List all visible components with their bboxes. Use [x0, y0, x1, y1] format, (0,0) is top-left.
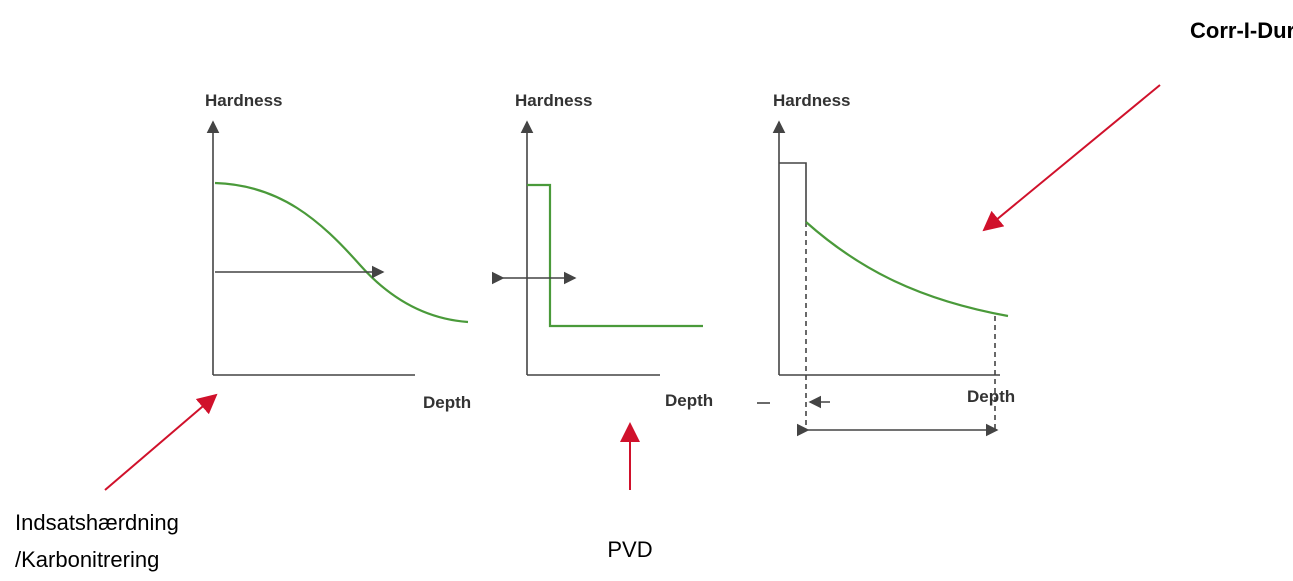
title: Corr-I-Dur — [1190, 18, 1293, 43]
label-pvd: PVD — [607, 537, 652, 562]
arrow — [104, 393, 218, 491]
label-case: Indsatshærdning — [15, 510, 179, 535]
arrow — [982, 84, 1161, 232]
x-label: Depth — [665, 391, 713, 410]
x-label: Depth — [967, 387, 1015, 406]
panel-corr: Hardness Depth — [772, 91, 1015, 437]
y-label: Hardness — [205, 91, 282, 110]
y-label: Hardness — [515, 91, 592, 110]
y-label: Hardness — [773, 91, 850, 110]
panel-case: Hardness Depth — [205, 91, 471, 412]
label-case: /Karbonitrering — [15, 547, 159, 572]
panel-pvd: Hardness Depth — [491, 91, 770, 410]
x-label: Depth — [423, 393, 471, 412]
